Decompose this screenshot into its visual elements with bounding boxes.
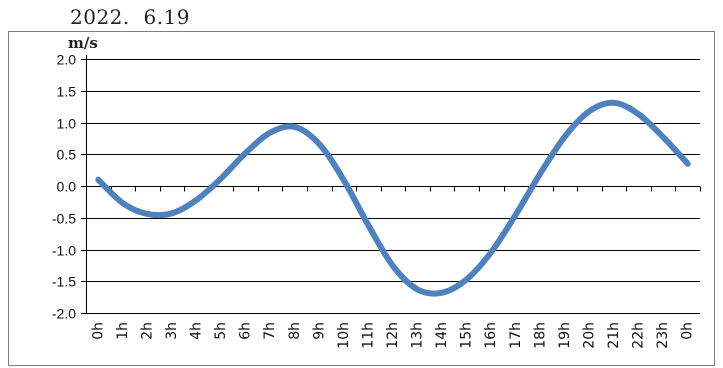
x-tick-label: 0h (680, 322, 696, 340)
data-point (660, 134, 666, 140)
grid-lines (86, 59, 700, 314)
y-axis-unit: m/s (68, 34, 98, 52)
data-point (562, 133, 568, 139)
y-tick-label: 0.5 (57, 147, 77, 163)
data-point (243, 150, 249, 156)
x-tick-label: 12h (385, 322, 401, 349)
data-point (685, 161, 691, 167)
data-point (390, 263, 396, 269)
x-tick-label: 5h (213, 322, 229, 340)
data-point (218, 175, 224, 181)
data-point (120, 200, 126, 206)
x-tick-label: 8h (287, 322, 303, 340)
y-tick-label: -1.0 (52, 243, 76, 259)
x-tick-label: 21h (606, 322, 622, 349)
x-tick-label: 2h (139, 322, 155, 340)
data-point (194, 197, 200, 203)
x-tick-label: 11h (360, 322, 376, 349)
x-tick-label: 23h (655, 322, 671, 349)
data-point (169, 210, 175, 216)
x-tick-label: 20h (581, 322, 597, 349)
x-tick-label: 13h (410, 322, 426, 349)
data-point (513, 212, 519, 218)
y-tick-label: -1.5 (52, 274, 76, 290)
data-point (341, 177, 347, 183)
y-tick-label: -0.5 (52, 211, 76, 227)
x-tick-label: 6h (238, 322, 254, 340)
data-point (292, 124, 298, 130)
x-tick-label: 10h (336, 322, 352, 349)
series-line (95, 99, 691, 297)
data-point (611, 100, 617, 106)
x-tick-label: 16h (483, 322, 499, 349)
x-tick-label: 1h (115, 322, 131, 340)
x-tick-label: 4h (189, 322, 205, 340)
x-tick-label: 7h (262, 322, 278, 340)
y-tick-label: 1.5 (57, 84, 77, 100)
data-point (267, 130, 273, 136)
data-point (439, 290, 445, 296)
x-axis-ticks: 0h 1h 2h 3h 4h 5h 6h 7h 8h 9h 10h 11h 12h 13h 14h 15h 16… (90, 322, 695, 349)
data-point (488, 249, 494, 255)
data-point (537, 170, 543, 176)
data-point (95, 177, 101, 183)
data-point (144, 211, 150, 217)
data-series (95, 99, 691, 297)
x-tick-label: 15h (459, 322, 475, 349)
y-tick-label: -2.0 (52, 306, 76, 322)
data-point (464, 276, 470, 282)
x-tick-label: 19h (557, 322, 573, 349)
data-point (636, 111, 642, 117)
x-tick-label: 22h (631, 322, 647, 349)
x-tick-label: 18h (532, 322, 548, 349)
chart-date: 2022. 6.19 (70, 5, 191, 29)
data-point (415, 287, 421, 293)
y-axis-ticks: 2.0 1.5 1.0 0.5 0.0 -0.5 -1.0 -1.5 -2.0 (52, 52, 86, 322)
chart-border (8, 31, 715, 366)
x-tick-label: 0h (90, 322, 106, 340)
y-tick-label: 2.0 (57, 52, 77, 68)
data-point (365, 222, 371, 228)
data-point (316, 141, 322, 147)
x-tick-label: 17h (508, 322, 524, 349)
x-tick-label: 14h (434, 322, 450, 349)
x-tick-label: 3h (164, 322, 180, 340)
y-tick-label: 0.0 (57, 179, 77, 195)
y-tick-label: 1.0 (57, 116, 77, 132)
data-point (586, 108, 592, 114)
x-tick-label: 9h (311, 322, 327, 340)
